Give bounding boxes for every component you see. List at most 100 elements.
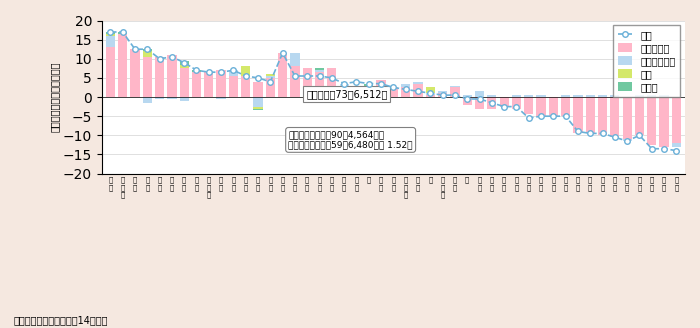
Bar [512,97,521,109]
Bar [426,88,435,93]
Bar [364,86,373,97]
Bar [253,82,262,97]
Bar [315,72,324,97]
Bar [487,97,496,109]
Bar [414,82,423,84]
Bar [512,95,521,97]
Bar [143,49,152,51]
Bar [340,86,349,97]
Bar [143,57,152,97]
Bar [327,97,337,103]
Bar [106,34,115,36]
Bar [167,97,176,99]
Bar [561,97,570,116]
Bar [475,91,484,97]
Bar [475,97,484,109]
Bar [622,139,632,141]
Bar [450,86,459,88]
Bar [229,76,238,97]
Bar [426,95,435,97]
Bar [586,95,595,97]
Bar [635,97,644,135]
Bar [648,95,657,97]
Bar [143,51,152,57]
Bar [106,47,115,97]
Bar [610,95,620,97]
Bar [180,68,189,97]
Bar [216,97,225,99]
Bar [302,68,312,97]
Bar [672,97,681,143]
Bar [426,93,435,95]
Y-axis label: （万円）　全国平均との差: （万円） 全国平均との差 [50,62,60,132]
Bar [253,109,262,111]
Bar [180,97,189,101]
Bar [290,67,300,97]
Bar [598,97,607,135]
Bar [672,143,681,147]
Bar [352,97,361,99]
Bar [536,95,545,97]
Bar [155,57,164,97]
Bar [216,70,225,97]
Bar [401,88,410,97]
Bar [389,88,398,97]
Bar [327,68,337,97]
Bar [561,95,570,97]
Bar [266,78,275,97]
Bar [648,97,657,145]
Bar [450,88,459,97]
Bar [549,97,558,116]
Bar [524,97,533,114]
Bar [106,32,115,34]
Bar [377,80,386,97]
Bar [586,97,595,133]
Text: 全国平均：73万6,512円: 全国平均：73万6,512円 [306,89,387,99]
Bar [130,49,139,97]
Bar [241,67,251,76]
Bar [315,68,324,70]
Bar [106,36,115,47]
Bar [229,70,238,76]
Bar [192,72,201,97]
Bar [118,34,127,97]
Bar [266,74,275,76]
Bar [573,95,582,97]
Bar [463,95,472,97]
Bar [315,70,324,72]
Bar [253,107,262,109]
Bar [266,76,275,78]
Bar [180,65,189,68]
Legend: 総数, 入院＋食事, 入院外＋調剤, 歯科, その他: 総数, 入院＋食事, 入院外＋調剤, 歯科, その他 [612,25,680,97]
Bar [241,76,251,97]
Bar [377,97,386,103]
Text: 資料：厚生労働省（平成14年度）: 資料：厚生労働省（平成14年度） [14,315,108,325]
Bar [524,95,533,97]
Bar [659,95,668,97]
Bar [659,97,668,147]
Bar [610,97,620,137]
Bar [463,97,472,105]
Bar [487,95,496,97]
Bar [180,61,189,65]
Bar [340,97,349,101]
Bar [438,93,447,97]
Bar [635,95,644,97]
Bar [278,53,287,97]
Bar [414,84,423,97]
Bar [118,32,127,34]
Bar [438,91,447,93]
Bar [253,97,262,107]
Bar [401,84,410,88]
Bar [167,55,176,97]
Bar [536,97,545,116]
Bar [204,72,214,97]
Bar [598,95,607,97]
Bar [573,97,582,133]
Bar [143,97,152,103]
Bar [340,84,349,86]
Bar [155,97,164,99]
Bar [192,70,201,72]
Bar [290,53,300,67]
Bar [622,97,632,139]
